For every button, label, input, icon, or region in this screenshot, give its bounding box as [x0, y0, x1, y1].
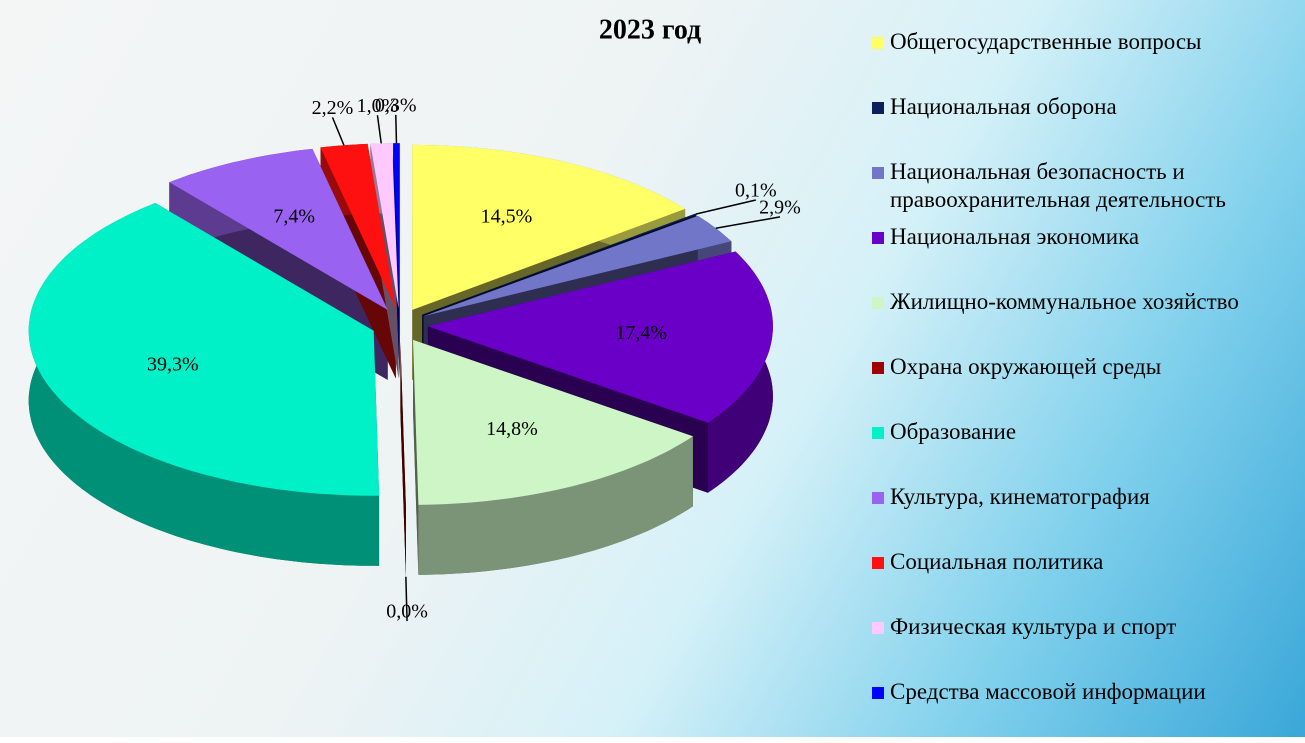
legend-item: Социальная политика	[868, 548, 1298, 613]
slice	[422, 213, 697, 315]
legend-swatch	[872, 37, 884, 49]
leader-line	[405, 576, 408, 622]
slice	[169, 148, 388, 310]
leader-line	[395, 114, 398, 144]
legend-swatch	[872, 362, 884, 374]
legend-label: Культура, кинематография	[890, 484, 1150, 509]
value-label: 14,8%	[486, 418, 538, 440]
slice-wall	[28, 203, 380, 566]
legend-swatch	[872, 297, 884, 309]
leader-line	[376, 115, 382, 144]
slice	[370, 143, 399, 309]
legend-swatch	[872, 622, 884, 634]
legend-swatch	[872, 687, 884, 699]
legend-label: Национальная оборона	[890, 94, 1117, 119]
legend-item: Средства массовой информации	[868, 678, 1298, 743]
chart: 2023 год 14,5% 0,1%2,9% 17,4% 14,8% 0,0% 39,3…	[28, 14, 801, 623]
legend-label: Социальная политика	[890, 549, 1104, 574]
slice	[427, 251, 773, 423]
legend-item: Физическая культура и спорт	[868, 613, 1298, 678]
value-label: 2,9%	[759, 196, 801, 218]
slice-wall	[418, 436, 693, 575]
legend-item: Национальная безопасность и правоохранит…	[868, 158, 1298, 223]
leader-line	[695, 199, 756, 215]
legend-item: Образование	[868, 418, 1298, 483]
slice-tops	[28, 143, 773, 507]
legend-label: Охрана окружающей среды	[890, 354, 1162, 379]
value-label: 0,1%	[735, 180, 777, 202]
slice	[28, 203, 380, 496]
value-label: 39,3%	[147, 354, 199, 376]
legend-item: Охрана окружающей среды	[868, 353, 1298, 418]
value-label: 7,4%	[273, 205, 315, 227]
chart-title: 2023 год	[599, 14, 701, 45]
legend-label: Образование	[890, 419, 1017, 444]
value-label: 17,4%	[615, 322, 667, 344]
value-label: 2,2%	[312, 97, 354, 119]
legend-item: Национальная оборона	[868, 93, 1298, 158]
legend-swatch	[872, 102, 884, 114]
leader-line	[331, 117, 345, 146]
legend-swatch	[872, 492, 884, 504]
legend-swatch	[872, 557, 884, 569]
legend-label: Жилищно-коммунальное хозяйство	[890, 289, 1239, 314]
legend-label: Средства массовой информации	[890, 679, 1206, 704]
legend-swatch	[872, 232, 884, 244]
legend-label: Национальная безопасность и правоохранит…	[890, 159, 1226, 212]
leader-line	[715, 216, 781, 229]
legend-label: Национальная экономика	[890, 224, 1140, 249]
value-label: 0,3%	[375, 95, 417, 117]
slice-face	[413, 339, 419, 575]
legend-item: Культура, кинематография	[868, 483, 1298, 548]
legend-swatch	[872, 427, 884, 439]
value-label: 14,5%	[481, 206, 533, 228]
legend-label: Физическая культура и спорт	[890, 614, 1177, 639]
legend-label: Общегосударственные вопросы	[890, 29, 1202, 54]
value-label: 1,0%	[357, 95, 399, 117]
legend-swatch	[872, 167, 884, 179]
slice	[320, 143, 396, 309]
slice	[413, 339, 693, 505]
legend-item: Общегосударственные вопросы	[868, 28, 1298, 93]
legend: Общегосударственные вопросы Национальная …	[868, 28, 1298, 743]
slice	[412, 144, 686, 310]
legend-item: Жилищно-коммунальное хозяйство	[868, 288, 1298, 353]
legend-item: Национальная экономика	[868, 223, 1298, 288]
slice	[393, 143, 400, 309]
slice-face	[400, 341, 406, 577]
value-label: 0,0%	[386, 601, 428, 623]
slice	[423, 215, 732, 317]
